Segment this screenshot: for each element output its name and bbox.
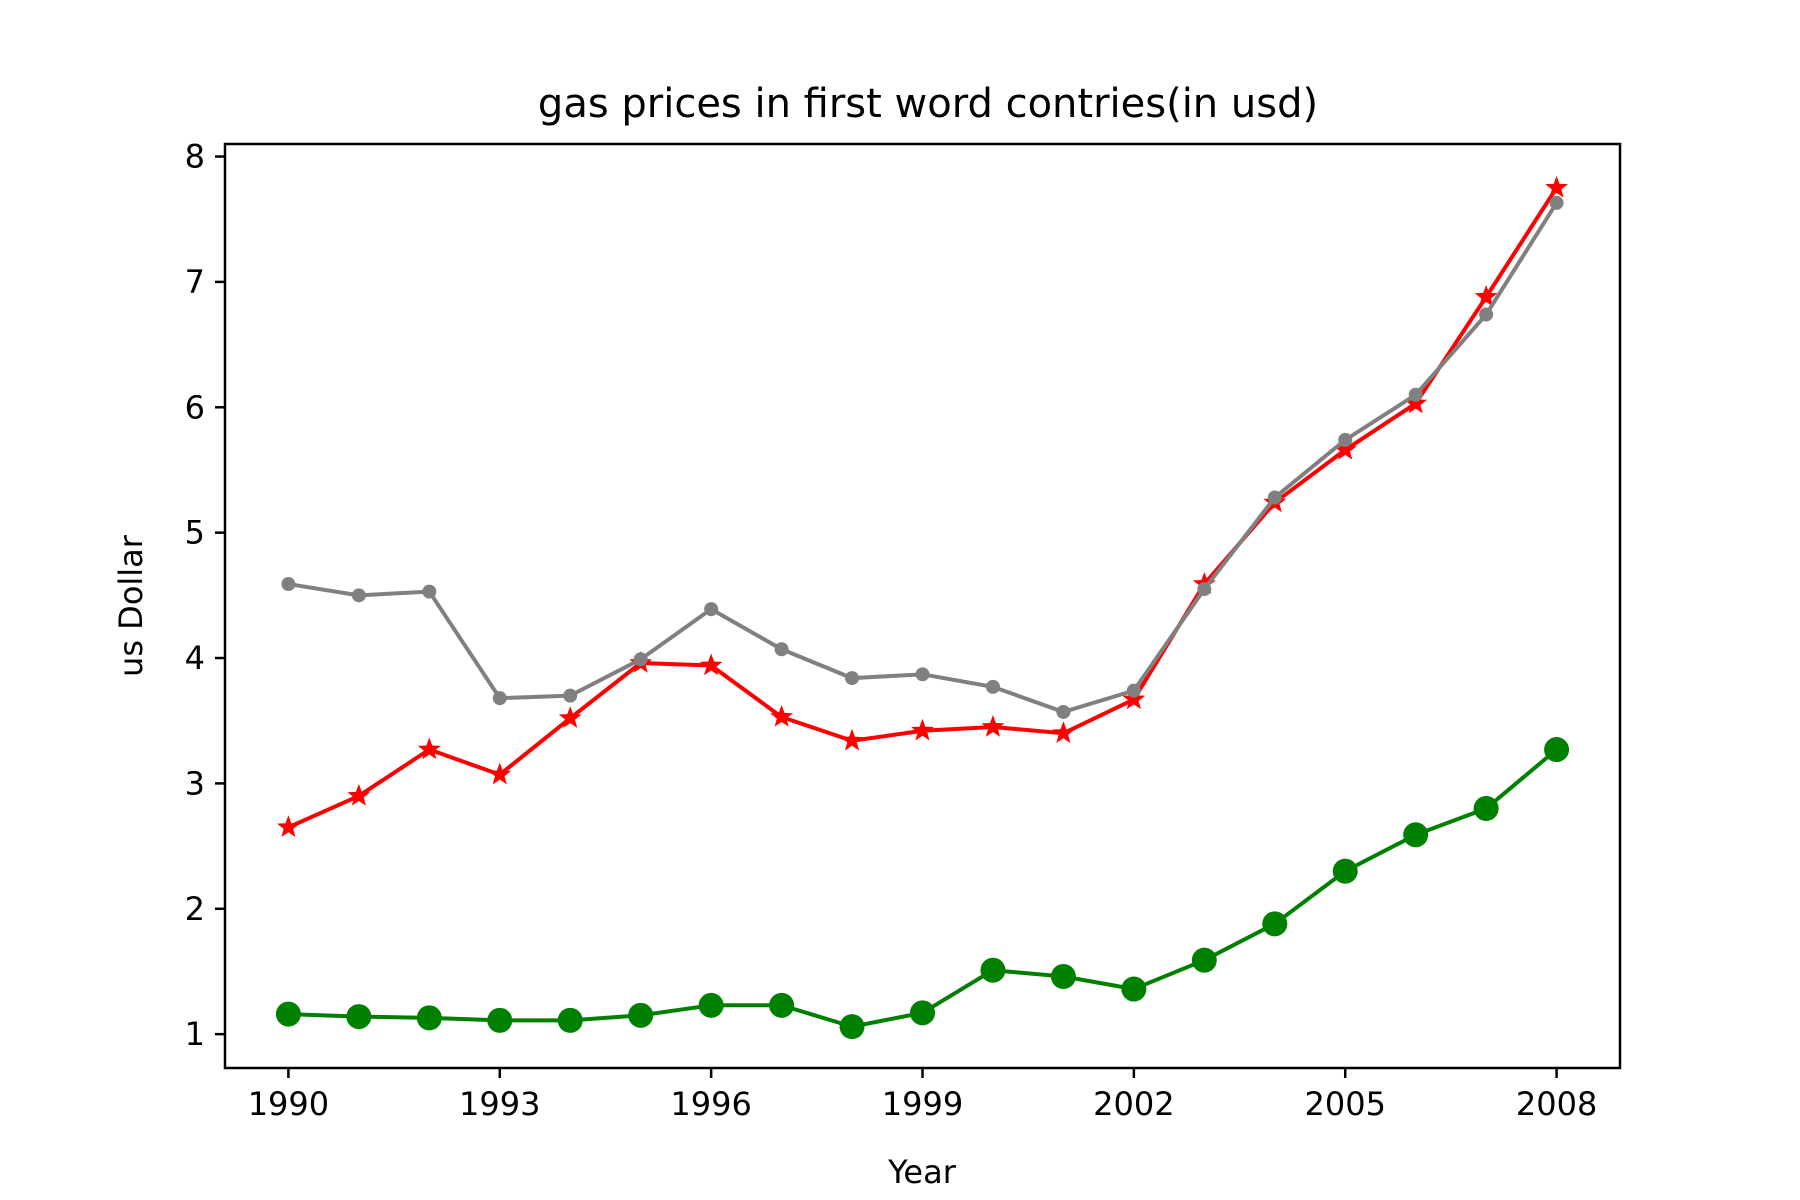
- data-point: [1122, 687, 1146, 710]
- data-point: [699, 653, 723, 676]
- data-point: [1332, 858, 1358, 884]
- data-point: [1333, 437, 1357, 460]
- series-line: [288, 748, 1558, 1029]
- x-axis: 1990 1993 1996 1999 2002 2005 2008: [248, 1068, 1597, 1123]
- data-point: [704, 602, 719, 617]
- data-point: [417, 737, 441, 760]
- y-tick-label: 7: [185, 263, 205, 301]
- data-point: [1050, 963, 1076, 989]
- data-point: [774, 642, 789, 657]
- series-line: [288, 201, 1559, 714]
- data-point: [488, 762, 512, 785]
- data-point: [1191, 947, 1217, 973]
- data-point: [1473, 795, 1499, 821]
- data-point: [985, 679, 1000, 694]
- x-axis-label: Year: [887, 1153, 957, 1191]
- data-point: [981, 714, 1005, 737]
- series-2: [275, 737, 1570, 1040]
- data-point: [1121, 976, 1147, 1002]
- data-point: [422, 584, 437, 599]
- data-point: [557, 1007, 583, 1033]
- y-axis-label: us Dollar: [112, 534, 150, 677]
- data-point: [346, 1004, 372, 1030]
- data-point: [1408, 387, 1423, 402]
- series-1: [281, 195, 1564, 719]
- data-point: [563, 688, 578, 703]
- x-tick-label: 1996: [670, 1085, 751, 1123]
- y-tick-label: 3: [185, 764, 205, 802]
- data-point: [281, 577, 296, 592]
- chart-title: gas prices in first word contries(in usd…: [538, 81, 1318, 127]
- data-point: [1052, 721, 1075, 743]
- y-axis: 1 2 3 4 5 6 7 8: [185, 138, 225, 1053]
- data-point: [980, 957, 1006, 983]
- data-point: [275, 1001, 301, 1027]
- data-point: [1262, 911, 1288, 937]
- x-tick-label: 2008: [1516, 1085, 1597, 1123]
- data-point: [840, 728, 864, 751]
- data-point: [1197, 582, 1212, 597]
- data-point: [1544, 737, 1570, 763]
- data-point: [910, 1000, 935, 1026]
- plot-area: [275, 175, 1570, 1040]
- x-tick-label: 2005: [1305, 1085, 1386, 1123]
- data-point: [1404, 391, 1428, 414]
- y-tick-label: 2: [185, 890, 205, 928]
- data-point: [628, 1002, 654, 1028]
- y-tick-label: 8: [185, 138, 205, 176]
- data-point: [347, 783, 371, 806]
- data-point: [1338, 432, 1353, 447]
- y-tick-label: 4: [185, 639, 205, 677]
- x-tick-label: 1999: [882, 1085, 963, 1123]
- data-point: [1267, 490, 1282, 505]
- data-point: [633, 652, 648, 667]
- x-tick-label: 1993: [459, 1085, 540, 1123]
- plot-frame: [223, 142, 1622, 1070]
- data-point: [492, 691, 507, 706]
- data-point: [1545, 175, 1568, 198]
- data-point: [1126, 683, 1141, 698]
- y-tick-label: 5: [185, 514, 205, 552]
- data-point: [1056, 704, 1071, 719]
- y-tick-label: 1: [185, 1015, 205, 1053]
- data-point: [487, 1007, 513, 1033]
- data-point: [698, 992, 724, 1018]
- data-point: [839, 1014, 865, 1040]
- data-point: [1479, 307, 1494, 322]
- data-point: [1403, 822, 1429, 848]
- series-0: [277, 175, 1568, 837]
- y-tick-label: 6: [185, 388, 205, 426]
- data-point: [769, 992, 795, 1018]
- data-point: [1549, 195, 1564, 210]
- data-point: [845, 671, 860, 686]
- data-point: [416, 1005, 442, 1031]
- x-tick-label: 1990: [248, 1085, 329, 1123]
- data-point: [558, 706, 582, 728]
- data-point: [770, 704, 793, 727]
- data-point: [1474, 284, 1498, 307]
- data-point: [277, 815, 300, 837]
- data-point: [351, 588, 366, 603]
- x-tick-label: 2002: [1093, 1085, 1174, 1123]
- data-point: [911, 718, 934, 741]
- data-point: [915, 667, 930, 682]
